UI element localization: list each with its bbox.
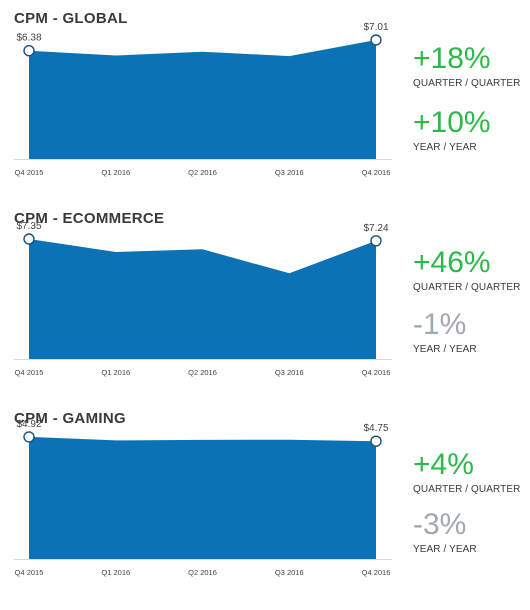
stat-year-label: YEAR / YEAR — [413, 142, 477, 153]
chart-title: CPM - ECOMMERCE — [14, 210, 165, 227]
chart-title: CPM - GLOBAL — [14, 10, 128, 27]
chart-panel-global: CPM - GLOBAL Q4 2015 Q1 2016 Q2 2016 Q3 201… — [0, 10, 530, 210]
stat-quarter-value: +18% — [413, 42, 491, 75]
area-chart-global: Q4 2015 Q1 2016 Q2 2016 Q3 2016 Q4 2016 $6.38… — [14, 22, 392, 177]
x-tick-label: Q4 2015 — [15, 368, 44, 377]
stat-quarter-label: QUARTER / QUARTER — [413, 484, 521, 495]
stat-quarter-value: +4% — [413, 448, 474, 481]
stat-quarter: +46% QUARTER / QUARTER — [413, 246, 521, 294]
chart-title: CPM - GAMING — [14, 410, 126, 427]
stat-year: -1% YEAR / YEAR — [413, 308, 477, 356]
stat-year-label: YEAR / YEAR — [413, 544, 477, 555]
stat-quarter-label: QUARTER / QUARTER — [413, 282, 521, 293]
end-value-label: $4.75 — [363, 423, 388, 434]
x-tick-label: Q4 2016 — [362, 168, 391, 177]
stat-quarter-label: QUARTER / QUARTER — [413, 78, 521, 89]
x-tick-label: Q4 2016 — [362, 568, 391, 577]
end-point-marker[interactable] — [370, 235, 382, 247]
stat-year-value: -1% — [413, 308, 467, 341]
area-series — [29, 40, 376, 159]
x-tick-label: Q2 2016 — [188, 168, 217, 177]
area-chart-gaming: Q4 2015 Q1 2016 Q2 2016 Q3 2016 Q4 2016 $4.92… — [14, 419, 392, 577]
chart-panel-ecommerce: CPM - ECOMMERCE Q4 2015 Q1 2016 Q2 2016 Q3 … — [0, 210, 530, 410]
start-value-label: $6.38 — [16, 33, 41, 44]
x-tick-label: Q4 2015 — [15, 168, 44, 177]
stat-year-label: YEAR / YEAR — [413, 344, 477, 355]
end-point-marker[interactable] — [370, 435, 382, 447]
start-point-marker[interactable] — [23, 431, 35, 443]
end-value-label: $7.24 — [363, 223, 388, 234]
stat-quarter: +18% QUARTER / QUARTER — [413, 42, 521, 90]
end-point-marker[interactable] — [370, 34, 382, 46]
stat-year-value: -3% — [413, 508, 467, 541]
start-value-label: $4.92 — [16, 419, 41, 430]
x-tick-label: Q2 2016 — [188, 568, 217, 577]
x-tick-label: Q4 2016 — [362, 368, 391, 377]
area-series — [29, 436, 376, 559]
stat-quarter: +4% QUARTER / QUARTER — [413, 448, 521, 496]
stat-year-value: +10% — [413, 106, 491, 139]
end-value-label: $7.01 — [363, 22, 388, 33]
x-tick-label: Q1 2016 — [101, 168, 130, 177]
x-tick-label: Q1 2016 — [101, 368, 130, 377]
start-point-marker[interactable] — [23, 45, 35, 57]
x-tick-label: Q3 2016 — [275, 568, 304, 577]
x-tick-label: Q1 2016 — [101, 568, 130, 577]
chart-panel-gaming: CPM - GAMING Q4 2015 Q1 2016 Q2 2016 Q3 201… — [0, 410, 530, 610]
start-point-marker[interactable] — [23, 233, 35, 245]
area-series — [29, 239, 376, 359]
x-tick-label: Q3 2016 — [275, 368, 304, 377]
x-tick-label: Q3 2016 — [275, 168, 304, 177]
x-tick-label: Q2 2016 — [188, 368, 217, 377]
stat-year: -3% YEAR / YEAR — [413, 508, 477, 556]
x-tick-label: Q4 2015 — [15, 568, 44, 577]
stat-quarter-value: +46% — [413, 246, 491, 279]
area-chart-ecommerce: Q4 2015 Q1 2016 Q2 2016 Q3 2016 Q4 2016 $7.35… — [14, 221, 392, 377]
stat-year: +10% YEAR / YEAR — [413, 106, 491, 154]
start-value-label: $7.35 — [16, 221, 41, 232]
